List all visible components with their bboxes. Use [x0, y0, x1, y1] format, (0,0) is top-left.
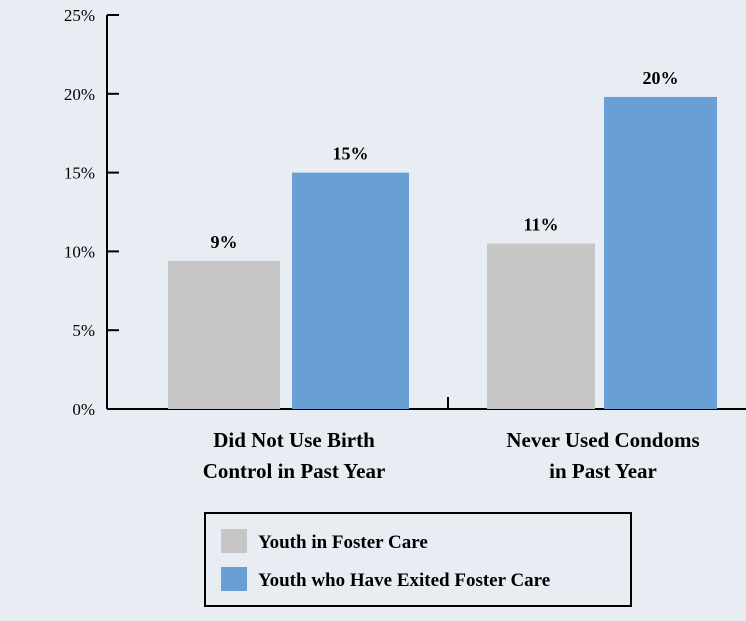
legend-swatch — [221, 529, 247, 553]
legend-label: Youth in Foster Care — [258, 532, 428, 553]
category-labels: Did Not Use Birth Control in Past Year Nev… — [203, 428, 700, 483]
y-tick-label: 20% — [64, 85, 95, 104]
bar — [168, 260, 280, 409]
bar — [487, 243, 595, 409]
bar — [292, 172, 409, 409]
data-label: 11% — [523, 215, 558, 235]
bars — [168, 96, 717, 410]
category-label: Did Not Use Birth — [213, 428, 375, 452]
legend: Youth in Foster Care Youth who Have Exite… — [204, 512, 632, 607]
legend-swatch — [221, 567, 247, 591]
category-label: Control in Past Year — [203, 459, 386, 483]
y-axis: 0% 5% 10% 15% 20% 25% — [64, 6, 119, 419]
bar — [604, 96, 717, 410]
y-tick-label: 5% — [72, 321, 95, 340]
legend-label: Youth who Have Exited Foster Care — [258, 570, 550, 591]
y-tick-label: 0% — [72, 400, 95, 419]
data-label: 20% — [643, 68, 679, 88]
y-tick-label: 15% — [64, 164, 95, 183]
y-tick-label: 10% — [64, 242, 95, 261]
category-label: Never Used Condoms — [506, 428, 699, 452]
legend-box — [204, 512, 632, 607]
y-tick-label: 25% — [64, 6, 95, 25]
data-labels: 9% 11% 15% 20% — [211, 68, 679, 252]
data-label: 15% — [333, 144, 369, 164]
data-label: 9% — [211, 232, 238, 252]
category-label: in Past Year — [549, 459, 657, 483]
